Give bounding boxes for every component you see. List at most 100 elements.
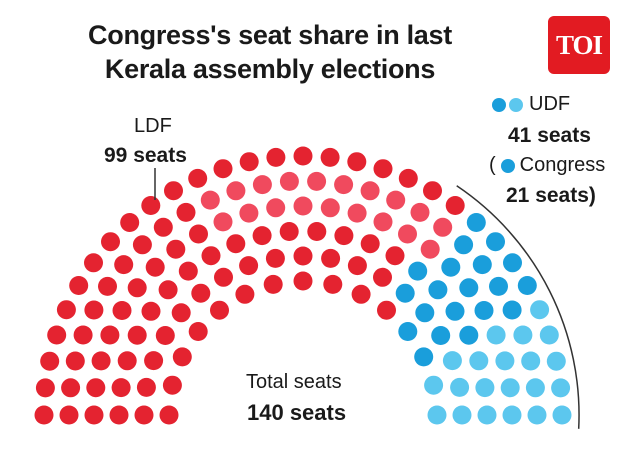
seat-dot — [144, 351, 164, 371]
seat-dot — [127, 325, 147, 345]
seat-dot — [502, 405, 522, 425]
seat-dot — [111, 378, 131, 398]
seat-dot — [347, 203, 367, 223]
seat-dot — [486, 232, 505, 252]
seat-dot — [469, 351, 489, 371]
seat-dot — [351, 284, 371, 304]
seat-dot — [226, 234, 246, 254]
seat-dot — [420, 239, 440, 259]
seat-dot — [127, 278, 147, 298]
seat-dot — [145, 257, 165, 277]
seat-dot — [171, 303, 191, 323]
seat-dot — [307, 222, 327, 241]
seat-dot — [414, 347, 434, 367]
seat-dot — [450, 377, 470, 397]
seat-dot — [334, 175, 354, 195]
title-line-1: Congress's seat share in last — [88, 20, 452, 50]
seat-dot — [320, 147, 340, 167]
title-line-2: Kerala assembly elections — [104, 54, 436, 84]
seat-dot — [40, 351, 60, 371]
seat-dot — [162, 375, 182, 395]
seat-dot — [489, 276, 508, 296]
seat-dot — [472, 255, 492, 275]
ldf-label: LDF — [134, 115, 172, 137]
seat-dot — [263, 274, 283, 294]
seat-dot — [252, 175, 272, 195]
seat-dot — [141, 196, 161, 215]
seat-dot — [109, 405, 129, 425]
seat-dot — [101, 232, 120, 252]
seat-dot — [424, 375, 444, 395]
seat-dot — [427, 405, 447, 425]
seat-dot — [459, 278, 479, 298]
open-paren: ( — [489, 154, 496, 176]
seat-dot — [466, 213, 486, 232]
seat-dot — [445, 196, 465, 215]
seat-dot — [373, 267, 392, 287]
seat-dot — [34, 405, 54, 425]
seat-dot — [191, 283, 211, 303]
congress-legend: ( Congress — [489, 154, 605, 177]
seat-dot — [373, 159, 393, 179]
seat-dot — [408, 261, 428, 281]
congress-label: Congress — [519, 154, 606, 176]
seat-dot — [452, 405, 472, 425]
seat-dot — [252, 226, 272, 246]
seat-dot — [410, 202, 430, 222]
seat-dot — [395, 283, 415, 303]
seat-dot — [84, 300, 104, 320]
seat-dot — [475, 378, 495, 398]
congress-seats-label: 21 seats) — [506, 184, 596, 207]
seat-dot — [398, 168, 418, 188]
seat-dot — [334, 226, 354, 246]
seat-dot — [552, 405, 572, 425]
seat-dot — [266, 198, 286, 218]
seat-dot — [47, 325, 67, 345]
seat-dot — [442, 351, 462, 371]
seat-dot — [431, 326, 451, 345]
seat-dot — [153, 217, 173, 237]
seat-dot — [441, 257, 461, 277]
seat-dot — [385, 246, 405, 266]
seat-dot — [120, 213, 140, 232]
seat-dot — [551, 378, 571, 398]
seat-dot — [293, 271, 313, 291]
seat-dot — [59, 405, 79, 425]
seat-dot — [428, 280, 448, 300]
seat-dot — [321, 248, 341, 268]
seat-dot — [239, 203, 259, 223]
seat-dot — [320, 198, 340, 218]
seat-dot — [84, 253, 103, 273]
seat-dot — [188, 168, 208, 188]
seat-dot — [279, 222, 299, 241]
seat-dot — [265, 248, 285, 268]
seat-dot — [293, 146, 313, 166]
udf-dot-icon — [492, 97, 506, 112]
seat-dot — [454, 235, 474, 255]
seat-dot — [65, 351, 85, 371]
seat-dot — [56, 300, 76, 320]
seat-dot — [166, 239, 186, 259]
seat-dot — [189, 224, 208, 244]
seat-dot — [86, 378, 106, 398]
seat-dot — [114, 255, 134, 275]
seat-dot — [100, 325, 120, 345]
seat-group — [34, 146, 572, 425]
seat-dot — [213, 159, 233, 179]
seat-dot — [386, 190, 406, 210]
seat-dot — [530, 300, 550, 320]
udf-legend: UDF — [492, 93, 570, 116]
seat-dot — [293, 196, 313, 216]
seat-dot — [91, 351, 111, 371]
seat-dot — [307, 171, 327, 191]
seat-dot — [239, 256, 259, 276]
seat-dot — [213, 212, 233, 232]
seat-dot — [502, 300, 522, 320]
seat-dot — [279, 171, 299, 191]
seat-dot — [158, 280, 178, 300]
seat-dot — [398, 224, 417, 244]
seat-dot — [423, 181, 442, 201]
seat-dot — [98, 276, 117, 296]
ldf-seats-label: 99 seats — [104, 144, 187, 167]
